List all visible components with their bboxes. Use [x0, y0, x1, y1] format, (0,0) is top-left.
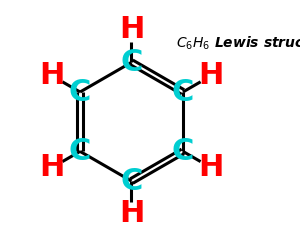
Text: H: H [198, 61, 224, 90]
Text: H: H [39, 61, 64, 90]
Text: H: H [198, 153, 224, 182]
Text: H: H [119, 199, 144, 228]
Text: C: C [120, 167, 143, 196]
Text: H: H [39, 153, 64, 182]
Text: C: C [69, 137, 91, 166]
Text: C: C [172, 78, 194, 107]
Text: C: C [172, 137, 194, 166]
Text: C: C [120, 48, 143, 77]
Text: $\it{C_6H_6}$ Lewis structure: $\it{C_6H_6}$ Lewis structure [176, 34, 300, 52]
Text: C: C [69, 78, 91, 107]
Text: H: H [119, 15, 144, 44]
